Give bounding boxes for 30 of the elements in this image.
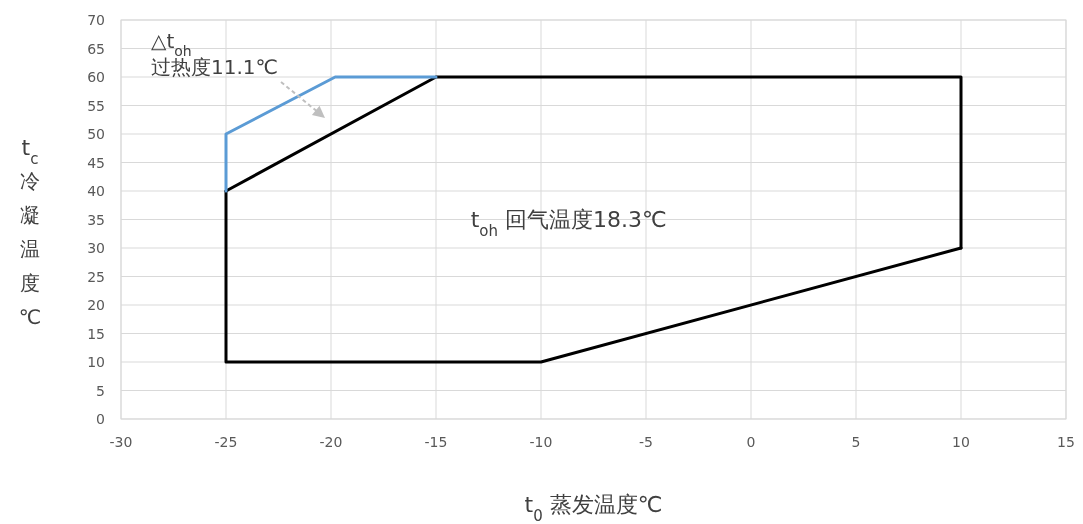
x-tick-label: 0: [746, 434, 756, 450]
x-tick-label: 5: [851, 434, 861, 450]
y-tick-label: 0: [96, 411, 105, 427]
ylabel: t$_{c}$ 冷凝温度℃: [18, 135, 42, 329]
x-tick-label: 15: [1057, 434, 1075, 450]
x-axis-title: t$_{0}$ 蒸发温度℃: [524, 492, 663, 524]
x-tick-label: -20: [319, 434, 343, 450]
y-tick-label: 5: [96, 382, 105, 399]
y-tick-label: 70: [87, 12, 105, 28]
y-tick-label: 15: [87, 325, 105, 342]
x-tick-label: -15: [424, 434, 448, 450]
x-tick-label: -10: [529, 434, 553, 450]
y-tick-label: 55: [87, 97, 105, 114]
y-tick-label: 35: [87, 211, 105, 228]
annotation: △t$_{oh}$ 过热度11.1℃: [151, 29, 278, 79]
y-tick-label: 50: [87, 126, 105, 142]
y-tick-label: 60: [87, 69, 105, 85]
x-tick-label: 10: [952, 434, 970, 450]
x-tick-label: -25: [214, 434, 238, 450]
x-tick-label: -30: [109, 434, 133, 450]
y-tick-label: 65: [87, 40, 105, 57]
y-tick-label: 25: [87, 268, 105, 285]
y-tick-label: 40: [87, 183, 105, 199]
y-tick-label: 10: [87, 354, 105, 370]
y-tick-label: 20: [87, 297, 105, 313]
y-tick-label: 45: [87, 154, 105, 171]
y-tick-label: 30: [87, 240, 105, 256]
x-tick-label: -5: [639, 434, 653, 450]
annotation: △t$_{oh}$ 过热度11.1℃: [151, 29, 325, 118]
annotation: t$_{oh}$ 回气温度18.3℃: [470, 207, 667, 241]
